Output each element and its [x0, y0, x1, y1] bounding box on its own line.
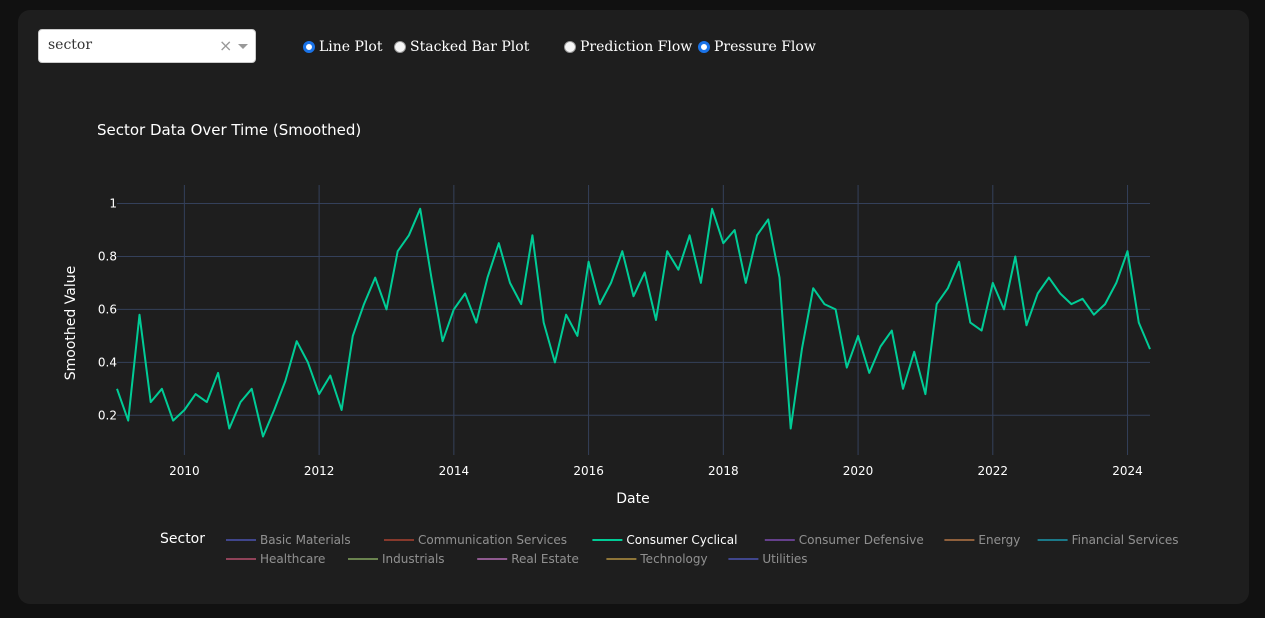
legend-item-basic-materials[interactable]: Basic Materials	[226, 533, 351, 547]
legend-item-energy[interactable]: Energy	[944, 533, 1020, 547]
y-tick-label: 0.4	[98, 355, 117, 369]
legend-item-consumer-defensive[interactable]: Consumer Defensive	[764, 533, 924, 547]
radio-label: Line Plot	[319, 39, 383, 55]
legend-item-financial-services[interactable]: Financial Services	[1037, 533, 1179, 547]
radio-label: Prediction Flow	[580, 39, 693, 55]
category-dropdown[interactable]: sector ×	[38, 29, 256, 63]
legend-label: Communication Services	[418, 533, 567, 547]
legend-item-communication-services[interactable]: Communication Services	[384, 533, 567, 547]
radio-stacked-bar-plot[interactable]: Stacked Bar Plot	[394, 37, 529, 57]
legend-label: Technology	[639, 552, 707, 566]
chevron-down-icon[interactable]	[238, 44, 248, 49]
y-tick-label: 1	[109, 197, 117, 211]
legend-item-utilities[interactable]: Utilities	[728, 552, 808, 566]
x-tick-label: 2018	[708, 464, 739, 478]
y-tick-label: 0.2	[98, 408, 117, 422]
grid-lines	[117, 185, 1150, 455]
series-line-consumer-cyclical	[116, 207, 1151, 438]
legend-label: Healthcare	[260, 552, 325, 566]
y-tick-label: 0.8	[98, 249, 117, 263]
x-tick-label: 2024	[1112, 464, 1143, 478]
x-tick-label: 2010	[169, 464, 200, 478]
series-lines	[116, 207, 1151, 438]
y-axis-ticks: 0.2 0.4 0.6 0.8 1	[98, 197, 117, 423]
legend-item-real-estate[interactable]: Real Estate	[477, 552, 579, 566]
legend-label: Consumer Defensive	[799, 533, 924, 547]
radio-label: Pressure Flow	[714, 39, 816, 55]
x-axis-ticks: 2010 2012 2014 2016 2018 2020 2022 2024	[169, 464, 1143, 478]
legend-label: Utilities	[762, 552, 807, 566]
y-tick-label: 0.6	[98, 302, 117, 316]
clear-icon[interactable]: ×	[219, 36, 233, 55]
dropdown-value: sector	[48, 37, 93, 53]
radio-label: Stacked Bar Plot	[410, 39, 530, 55]
x-tick-label: 2022	[978, 464, 1009, 478]
x-tick-label: 2012	[304, 464, 335, 478]
legend-title: Sector	[160, 531, 205, 547]
radio-line-plot[interactable]: Line Plot	[303, 37, 382, 57]
legend-label: Energy	[978, 533, 1020, 547]
x-tick-label: 2014	[439, 464, 470, 478]
radio-pressure-flow[interactable]: Pressure Flow	[698, 37, 816, 57]
radio-indicator[interactable]	[303, 41, 315, 53]
x-tick-label: 2020	[843, 464, 874, 478]
radio-indicator[interactable]	[698, 41, 710, 53]
legend-label: Basic Materials	[260, 533, 351, 547]
legend-item-technology[interactable]: Technology	[606, 552, 708, 566]
radio-indicator[interactable]	[564, 41, 576, 53]
legend-label: Financial Services	[1072, 533, 1179, 547]
legend-item-consumer-cyclical[interactable]: Consumer Cyclical	[592, 533, 737, 547]
chart-title: Sector Data Over Time (Smoothed)	[97, 121, 361, 139]
radio-prediction-flow[interactable]: Prediction Flow	[564, 37, 692, 57]
legend-label: Real Estate	[511, 552, 579, 566]
legend-item-industrials[interactable]: Industrials	[348, 552, 445, 566]
legend-item-healthcare[interactable]: Healthcare	[226, 552, 325, 566]
legend: Basic Materials Communication Services Con…	[226, 533, 1179, 566]
legend-label: Industrials	[382, 552, 445, 566]
radio-indicator[interactable]	[394, 41, 406, 53]
dashboard-panel	[18, 10, 1249, 604]
legend-label: Consumer Cyclical	[626, 533, 737, 547]
x-tick-label: 2016	[573, 464, 604, 478]
x-axis-label: Date	[616, 491, 649, 507]
y-axis-label: Smoothed Value	[63, 266, 79, 380]
